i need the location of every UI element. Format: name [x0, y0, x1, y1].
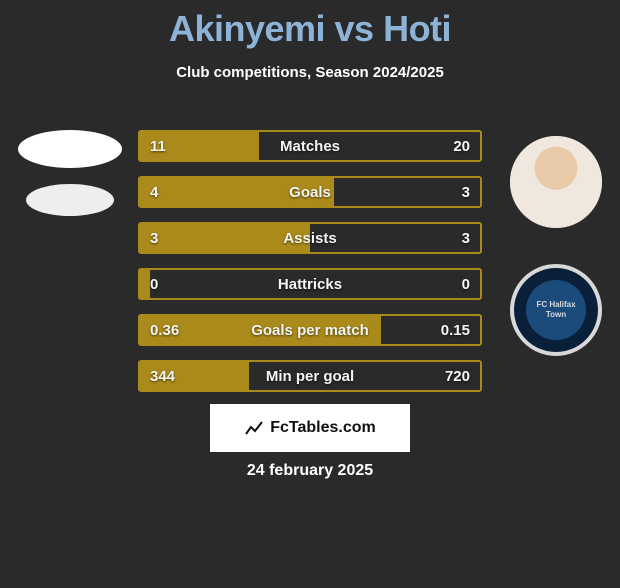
- player-left-club-placeholder: [26, 184, 114, 216]
- stats-bars: 11Matches20 4Goals3 3Assists3 0Hattricks0 0.…: [138, 130, 482, 406]
- player-left-avatar-placeholder: [18, 130, 122, 168]
- brand-icon: [244, 418, 264, 438]
- stat-bar-right: [259, 132, 480, 160]
- stat-bar-left: [140, 362, 249, 390]
- player-right-club-badge: FC Halifax Town: [510, 264, 602, 356]
- brand-text: FcTables.com: [270, 419, 376, 437]
- stat-row: 0Hattricks0: [138, 268, 482, 300]
- stat-bar-right: [381, 316, 480, 344]
- brand-link[interactable]: FcTables.com: [210, 404, 410, 452]
- stat-bar-right: [310, 224, 480, 252]
- subtitle: Club competitions, Season 2024/2025: [0, 64, 620, 81]
- stat-bar-left: [140, 178, 334, 206]
- stat-row: 0.36Goals per match0.15: [138, 314, 482, 346]
- stat-bar-left: [140, 316, 381, 344]
- stat-bar-left: [140, 270, 150, 298]
- club-badge-text: FC Halifax Town: [526, 300, 586, 319]
- page-title: Akinyemi vs Hoti: [0, 8, 620, 50]
- stat-bar-right: [334, 178, 480, 206]
- stat-bar-right: [150, 270, 480, 298]
- stat-bar-left: [140, 132, 259, 160]
- date-text: 24 february 2025: [0, 462, 620, 480]
- stat-row: 11Matches20: [138, 130, 482, 162]
- stat-row: 344Min per goal720: [138, 360, 482, 392]
- stat-bar-right: [249, 362, 480, 390]
- player-right-avatar: [510, 136, 602, 228]
- stat-row: 4Goals3: [138, 176, 482, 208]
- stat-row: 3Assists3: [138, 222, 482, 254]
- stat-bar-left: [140, 224, 310, 252]
